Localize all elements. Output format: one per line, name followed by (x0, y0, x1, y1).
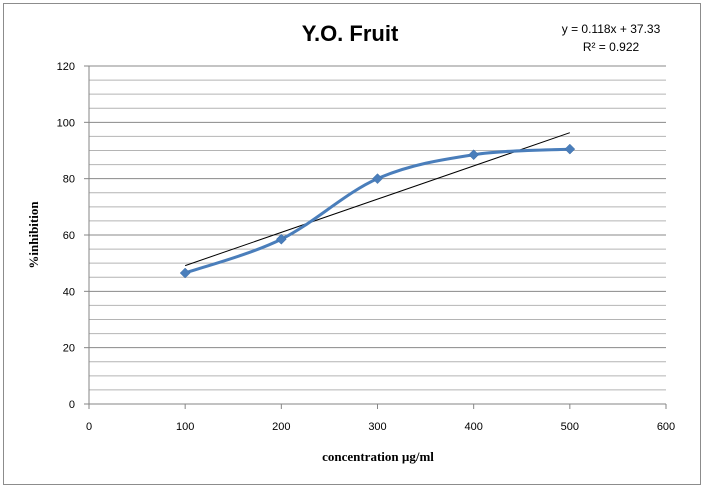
gridlines (89, 65, 666, 391)
data-point-marker (372, 173, 383, 185)
y-tick-label: 100 (57, 117, 75, 129)
axes (84, 65, 667, 409)
tick-labels: 0 20 40 60 80 100 120 0 100 200 300 400 500 600 (57, 61, 676, 433)
x-tick-label: 600 (657, 421, 675, 433)
y-axis-label: %inhibition (26, 201, 41, 269)
x-tick-label: 100 (176, 421, 194, 433)
data-point-marker (179, 267, 191, 279)
x-tick-label: 300 (368, 421, 386, 433)
chart-title: Y.O. Fruit (302, 21, 399, 46)
series-line (183, 147, 572, 275)
y-tick-label: 20 (63, 343, 75, 355)
x-tick-label: 200 (272, 421, 290, 433)
data-point-marker (468, 149, 480, 161)
y-tick-label: 60 (63, 230, 75, 242)
chart-frame (3, 3, 701, 485)
x-axis-label: concentration µg/ml (322, 449, 434, 464)
y-tick-label: 80 (63, 174, 75, 186)
data-series (179, 132, 576, 279)
linear-trendline (185, 132, 570, 267)
data-point-marker (275, 233, 287, 245)
r-squared-label: R² = 0.922 (583, 40, 640, 54)
x-tick-label: 0 (86, 421, 92, 433)
x-tick-label: 500 (561, 421, 579, 433)
x-tick-label: 400 (464, 421, 482, 433)
y-tick-label: 120 (57, 61, 75, 73)
y-tick-label: 40 (63, 286, 75, 298)
y-tick-label: 0 (69, 399, 75, 411)
trendline-equation: y = 0.118x + 37.33 (562, 22, 661, 36)
data-point-marker (564, 143, 576, 155)
